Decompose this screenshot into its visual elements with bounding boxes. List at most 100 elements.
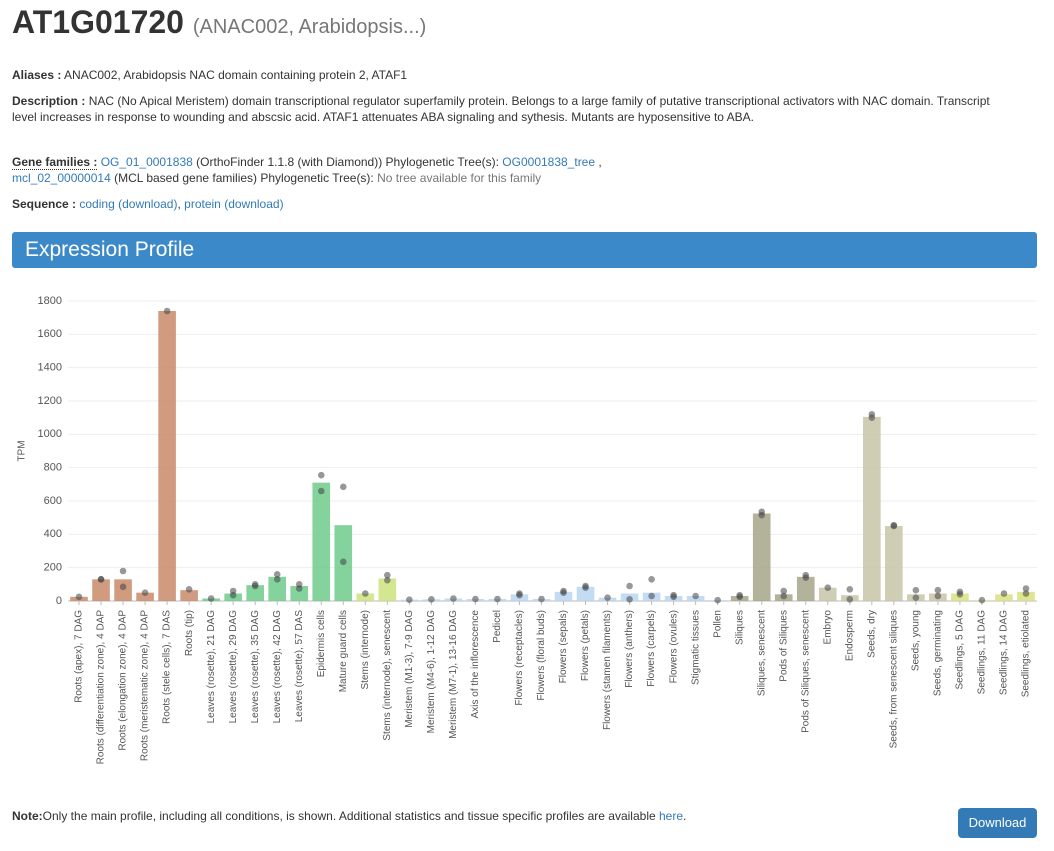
- x-tick-label: Seedlings, 14 DAG: [999, 610, 1010, 695]
- coding-link[interactable]: coding: [79, 197, 115, 211]
- bar: [312, 482, 331, 601]
- replicate-point: [912, 586, 920, 594]
- sequence: Sequence : coding (download), protein (d…: [12, 196, 1012, 212]
- bar: [995, 594, 1013, 601]
- replicate-point: [780, 587, 788, 595]
- x-tick-label: Roots (apex), 7 DAG: [74, 610, 85, 703]
- replicate-point: [75, 593, 83, 601]
- bar: [356, 593, 375, 601]
- y-tick-label: 600: [44, 495, 62, 507]
- x-tick-label: Epidermis cells: [316, 610, 327, 677]
- y-tick-label: 0: [56, 595, 62, 607]
- bar: [863, 416, 881, 601]
- x-tick-label: Seeds, dry: [866, 610, 877, 658]
- replicate-point: [670, 593, 677, 601]
- method: (OrthoFinder 1.1.8 (with Diamond)) Phylo…: [196, 155, 499, 169]
- replicate-point: [339, 483, 347, 491]
- protein-link[interactable]: protein: [184, 197, 221, 211]
- replicate-point: [956, 591, 964, 598]
- replicate-point: [934, 592, 942, 600]
- button-label: Download: [968, 815, 1027, 830]
- replicate-point: [802, 574, 810, 581]
- replicate-point: [428, 596, 435, 603]
- replicate-point: [450, 595, 457, 602]
- bar: [576, 586, 595, 601]
- replicate-point: [141, 589, 149, 596]
- replicate-point: [648, 592, 655, 600]
- x-tick-label: Seedlings, 11 DAG: [977, 610, 988, 695]
- replicate-point: [648, 576, 655, 583]
- x-tick-label: Leaves (rosette), 29 DAG: [228, 610, 239, 724]
- x-tick-label: Axis of the inflorescence: [470, 610, 481, 719]
- bar: [114, 579, 132, 601]
- replicate-point: [97, 576, 105, 583]
- replicate-point: [780, 592, 788, 600]
- x-tick-label: Roots (tip): [184, 610, 195, 656]
- y-tick-label: 1400: [38, 362, 62, 374]
- replicate-point: [626, 582, 633, 590]
- subtitle: (ANAC002, Arabidopsis...): [192, 16, 427, 38]
- tree-link[interactable]: OG0001838_tree: [502, 155, 596, 169]
- bar: [752, 513, 771, 601]
- bar: [554, 591, 573, 601]
- replicate-point: [339, 558, 347, 566]
- bar: [92, 579, 110, 601]
- x-tick-label: Flowers (ovules): [668, 610, 679, 683]
- replicate-point: [185, 586, 193, 593]
- x-tick-label: Flowers (floral buds): [536, 610, 547, 701]
- x-tick-label: Seedlings, 5 DAG: [955, 610, 966, 690]
- y-tick-label: 400: [44, 528, 62, 540]
- y-tick-label: 1200: [38, 395, 62, 407]
- download-button[interactable]: Download: [958, 808, 1037, 838]
- separator: ,: [177, 197, 181, 211]
- replicate-point: [406, 596, 413, 603]
- replicate-point: [516, 591, 523, 599]
- y-tick-label: 200: [44, 562, 62, 574]
- x-tick-label: Flowers (stamen filaments): [602, 610, 613, 730]
- replicate-point: [978, 596, 986, 604]
- y-tick-label: 800: [44, 462, 62, 474]
- x-tick-label: Leaves (rosette), 21 DAG: [206, 610, 217, 724]
- family-link[interactable]: mcl_02_00000014: [12, 171, 111, 185]
- replicate-point: [692, 592, 699, 600]
- tree-note: No tree available for this family: [377, 171, 542, 185]
- x-tick-label: Pollen: [712, 610, 723, 638]
- x-tick-label: Pedicel: [492, 610, 503, 643]
- replicate-point: [384, 571, 391, 579]
- replicate-point: [824, 584, 832, 591]
- aliases: Aliases : ANAC002, Arabidopsis NAC domai…: [12, 67, 1012, 83]
- gene-families: Gene families : OG_01_0001838 (OrthoFind…: [12, 154, 1012, 186]
- x-tick-label: Flowers (sepals): [558, 610, 569, 683]
- family-link[interactable]: OG_01_0001838: [100, 155, 193, 169]
- here-link[interactable]: here: [659, 809, 684, 823]
- replicate-point: [1022, 585, 1030, 592]
- replicate-point: [317, 487, 325, 495]
- x-tick-label: Stems (internode), senescent: [382, 610, 393, 741]
- x-tick-label: Leaves (rosette), 42 DAG: [272, 610, 283, 724]
- download-link[interactable]: (download): [118, 197, 178, 211]
- note-text: Only the main profile, including all con…: [42, 809, 656, 823]
- x-tick-label: Meristem (M7-1), 13-16 DAG: [448, 610, 459, 739]
- x-tick-label: Pods of Siliques: [778, 610, 789, 682]
- replicate-point: [163, 307, 171, 315]
- gene-title: AT1G01720 (ANAC002, Arabidopsis...): [12, 4, 426, 41]
- y-tick-label: 1800: [38, 295, 62, 307]
- method: (MCL based gene families) Phylogenetic T…: [114, 171, 374, 185]
- replicate-point: [868, 414, 876, 421]
- x-tick-label: Stigmatic tissues: [690, 610, 701, 685]
- replicate-point: [251, 582, 259, 590]
- bar: [246, 585, 265, 601]
- bar: [796, 576, 815, 601]
- replicate-point: [229, 591, 237, 599]
- download-link[interactable]: (download): [224, 197, 284, 211]
- x-tick-label: Roots (differentiation zone), 4 DAP: [96, 610, 107, 765]
- replicate-point: [912, 594, 920, 601]
- label: Note:: [12, 809, 43, 823]
- replicate-point: [273, 576, 281, 583]
- y-axis-label: TPM: [17, 440, 28, 461]
- description-text: NAC (No Apical Meristem) domain transcri…: [12, 94, 990, 124]
- replicate-point: [582, 584, 589, 591]
- replicate-point: [472, 595, 479, 603]
- note-end: .: [683, 809, 687, 823]
